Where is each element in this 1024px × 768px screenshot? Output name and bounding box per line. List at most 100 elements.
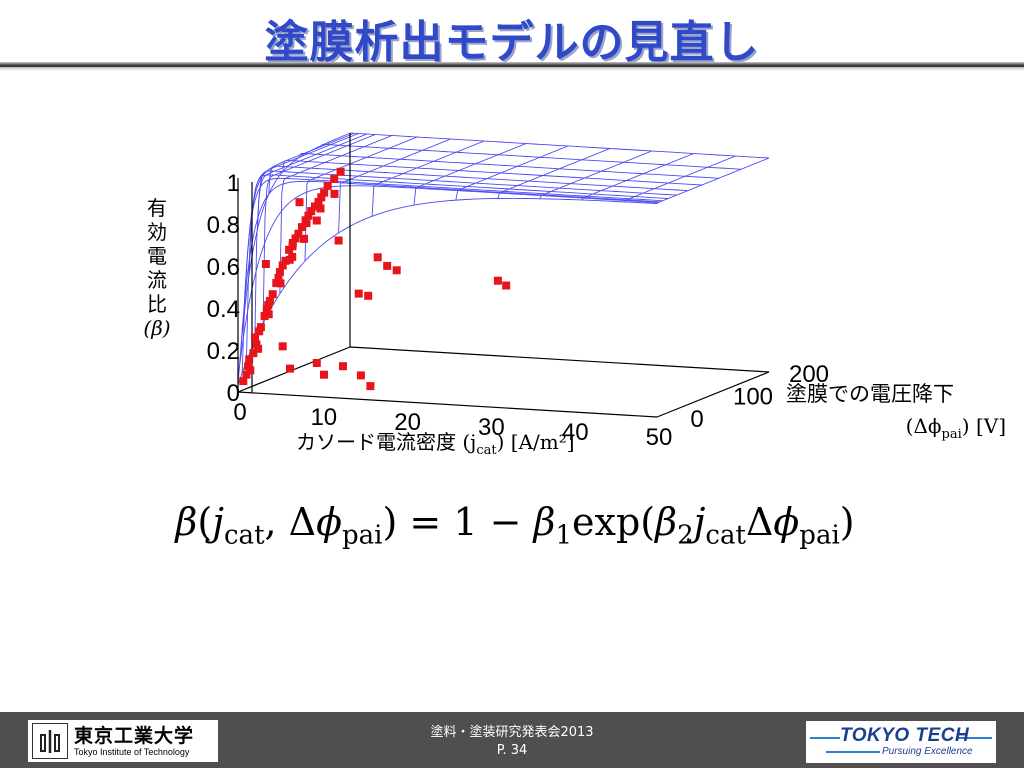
data-point <box>316 204 325 213</box>
data-point <box>330 174 339 183</box>
data-point <box>320 188 329 197</box>
data-point <box>249 349 258 358</box>
z-axis-label: 有 効 電 流 比 (β) <box>140 196 174 340</box>
data-point <box>264 310 273 319</box>
y-axis-label-symbol: (Δϕpai) [V] <box>905 414 1006 442</box>
data-point <box>356 371 365 380</box>
tick-labels: 0 10 20 30 40 50 0 100 200 0 0.2 0.4 0.6 0.8 1 <box>207 170 829 451</box>
surface-line-y <box>243 177 663 320</box>
y-tick-label: 100 <box>733 384 773 411</box>
plot-axes <box>237 133 770 418</box>
university-name: 東京工業大学 <box>74 724 195 747</box>
surface-line-y <box>238 185 659 370</box>
data-point <box>295 198 304 207</box>
page-number: P. 34 <box>496 743 528 758</box>
x-tick-label: 40 <box>562 419 589 446</box>
x-tick-label: 0 <box>233 399 246 426</box>
logo-stripe <box>956 737 992 739</box>
data-point <box>285 255 294 264</box>
z-tick-label: 0.2 <box>207 338 240 365</box>
z-axis-label-char: 電 <box>147 244 167 268</box>
surface-line-x <box>656 157 770 204</box>
y-tick-label: 0 <box>690 406 703 433</box>
data-point <box>314 197 323 206</box>
axis-line <box>237 391 658 418</box>
data-point <box>320 370 328 379</box>
surface-mesh <box>237 132 770 385</box>
university-logo: 東京工業大学 Tokyo Institute of Technology <box>28 720 218 762</box>
data-point <box>276 279 285 288</box>
footer-center: 塗料・塗装研究発表会2013 P. 34 <box>362 724 662 760</box>
axis-line <box>349 346 770 373</box>
data-point <box>278 342 287 351</box>
title-divider-shadow <box>0 67 1024 71</box>
data-point <box>298 223 306 232</box>
data-point <box>392 266 401 275</box>
data-point <box>286 364 294 373</box>
title-divider <box>0 62 1024 67</box>
data-point <box>274 274 283 282</box>
surface-line-y <box>257 170 677 229</box>
z-axis-label-char: 有 <box>147 196 167 220</box>
x-axis-label: カソード電流密度 (jcat) [A/m²] <box>296 426 575 458</box>
slide-title: 塗膜析出モデルの見直し <box>264 17 760 68</box>
data-point <box>291 234 300 243</box>
z-tick-label: 0.8 <box>207 212 240 239</box>
data-point <box>244 362 253 371</box>
data-point <box>255 327 264 336</box>
z-tick-label: 1 <box>227 170 240 197</box>
model-equation: β(jcat, Δϕpai) = 1 − β1exp(β2jcatΔϕpai) <box>175 500 855 551</box>
data-point <box>323 181 332 190</box>
data-point <box>272 279 281 288</box>
data-point <box>312 216 321 225</box>
data-point <box>261 260 270 268</box>
x-tick-label: 10 <box>310 404 337 431</box>
data-point <box>373 253 382 262</box>
data-point <box>294 229 303 238</box>
surface-line-y <box>268 165 688 195</box>
footer-bar: 東京工業大学 Tokyo Institute of Technology 塗料・… <box>0 712 1024 768</box>
axis-line <box>656 371 770 418</box>
data-point <box>281 256 290 265</box>
data-point <box>265 296 274 305</box>
data-points <box>239 167 511 391</box>
data-point <box>300 234 308 243</box>
data-point <box>304 211 313 220</box>
data-point <box>336 167 345 176</box>
data-point <box>312 359 321 367</box>
data-point <box>502 281 511 290</box>
z-axis-label-char: 比 <box>147 292 167 316</box>
data-point <box>245 355 254 364</box>
data-point <box>254 344 263 353</box>
data-point <box>252 340 261 349</box>
data-point <box>275 268 284 277</box>
data-point <box>364 291 373 300</box>
data-point <box>246 366 255 375</box>
surface-line-y <box>349 132 770 159</box>
x-axis-label-symbol: (jcat) [A/m²] <box>462 430 575 458</box>
tokyo-tech-logo: TOKYO TECH Pursuing Excellence <box>806 721 996 763</box>
university-name-en: Tokyo Institute of Technology <box>74 746 190 757</box>
z-axis-label-char: 効 <box>147 220 167 244</box>
data-point <box>262 304 271 313</box>
surface-line-x <box>262 134 376 324</box>
x-axis-label-text: カソード電流密度 <box>296 430 456 454</box>
surface-line-y <box>299 153 719 179</box>
x-tick-label: 20 <box>394 409 421 436</box>
surface-line-y <box>321 143 742 170</box>
university-emblem-icon <box>32 723 68 759</box>
data-point <box>383 261 392 270</box>
surface-plot: 0 10 20 30 40 50 0 100 200 0 0.2 0.4 0.6 0.8 1 <box>207 132 829 451</box>
data-point <box>307 207 316 216</box>
z-tick-label: 0.6 <box>207 254 240 281</box>
data-point <box>317 193 326 202</box>
data-point <box>256 323 265 332</box>
data-point <box>302 219 311 228</box>
data-point <box>339 362 347 371</box>
data-point <box>310 202 319 211</box>
z-axis-label-symbol: (β) <box>143 316 171 340</box>
x-tick-label: 30 <box>478 414 505 441</box>
data-point <box>239 377 248 386</box>
surface-line-y <box>240 180 660 350</box>
data-point <box>366 382 375 391</box>
